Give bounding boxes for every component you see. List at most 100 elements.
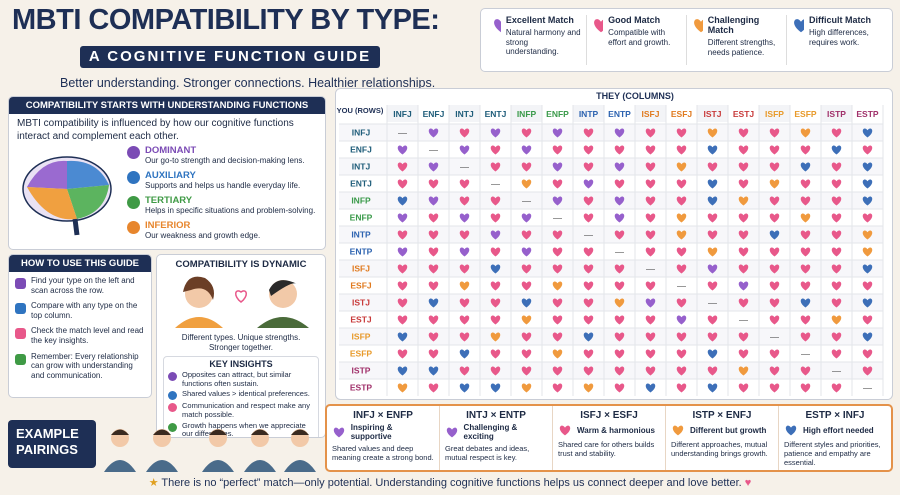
example-cards: INFJ × ENFP Inspiring & supportive Shared … xyxy=(325,404,893,472)
match-heart xyxy=(428,332,439,342)
step-icon xyxy=(15,328,26,340)
function-icon xyxy=(127,171,140,184)
pairing-tagline: High effort needed xyxy=(803,425,874,435)
pairing-text: Great debates and ideas, mutual respect … xyxy=(445,444,530,462)
match-heart xyxy=(645,366,656,376)
match-heart xyxy=(583,298,594,308)
row-header: ESTP xyxy=(350,383,373,393)
heart-icon xyxy=(446,427,458,438)
heart-icon xyxy=(559,425,571,436)
match-heart xyxy=(459,128,470,138)
match-heart xyxy=(738,128,749,138)
match-heart xyxy=(521,281,532,291)
pairing-card: ISFJ × ESFJ Warm & harmonious Shared care … xyxy=(552,406,665,470)
pairing-heart xyxy=(446,427,458,438)
row-bg xyxy=(339,226,883,243)
match-heart xyxy=(583,366,594,376)
legend-label: Difficult Match xyxy=(809,15,871,25)
match-heart xyxy=(769,247,780,257)
match-heart xyxy=(738,196,749,206)
pairing-head: Challenging & exciting xyxy=(445,423,547,441)
match-heart xyxy=(738,349,749,359)
match-heart xyxy=(614,383,625,393)
match-heart xyxy=(862,264,873,274)
intro: MBTI compatibility is influenced by how … xyxy=(17,118,294,142)
diagonal-dash: — xyxy=(584,230,593,240)
match-heart xyxy=(676,247,687,257)
match-heart xyxy=(862,213,873,223)
function-text: INFERIOR Our weakness and growth edge. xyxy=(145,220,260,241)
match-heart xyxy=(490,145,501,155)
match-heart xyxy=(397,332,408,342)
function-text: DOMINANT Our go-to strength and decision-… xyxy=(145,145,305,166)
legend-heart xyxy=(794,19,804,33)
match-heart xyxy=(738,366,749,376)
step-text: Compare with any type on the top column. xyxy=(31,301,138,320)
match-heart xyxy=(490,162,501,172)
row-bg xyxy=(339,260,883,277)
column-header: ENTP xyxy=(608,109,631,119)
match-heart xyxy=(676,162,687,172)
match-heart xyxy=(614,145,625,155)
match-heart xyxy=(614,332,625,342)
insight: Shared values > identical preferences. xyxy=(168,390,314,401)
insight-text: Opposites can attract, but similar funct… xyxy=(182,370,292,388)
subtitle: A COGNITIVE FUNCTION GUIDE xyxy=(80,46,380,68)
column-header-bg xyxy=(635,105,666,122)
heart-icon xyxy=(333,427,345,438)
row-bg xyxy=(339,311,883,328)
match-heart xyxy=(769,281,780,291)
match-heart xyxy=(862,179,873,189)
match-heart xyxy=(831,383,842,393)
pairing-heart xyxy=(333,427,345,438)
column-header: ISFJ xyxy=(642,109,660,119)
match-heart xyxy=(831,145,842,155)
match-heart xyxy=(583,213,594,223)
match-heart xyxy=(738,179,749,189)
match-heart xyxy=(676,332,687,342)
match-heart xyxy=(428,128,439,138)
match-heart xyxy=(800,315,811,325)
column-header-bg xyxy=(728,105,759,122)
row-header: ISFP xyxy=(352,332,371,342)
match-heart xyxy=(769,383,780,393)
match-heart xyxy=(490,315,501,325)
diagonal-dash: — xyxy=(460,162,469,172)
dynamic-title: COMPATIBILITY IS DYNAMIC xyxy=(175,259,307,270)
diagonal-dash: — xyxy=(429,145,438,155)
match-heart xyxy=(490,281,501,291)
row-header: ENTJ xyxy=(350,179,372,189)
function-desc: Helps in specific situations and problem… xyxy=(145,206,316,215)
insight: Communication and respect make any match… xyxy=(168,402,314,419)
dynamic-panel: COMPATIBILITY IS DYNAMIC Different types… xyxy=(156,254,326,438)
match-heart xyxy=(552,128,563,138)
match-heart xyxy=(583,128,594,138)
match-heart xyxy=(707,230,718,240)
function-name: AUXILIARY xyxy=(145,170,196,181)
function-name: TERTIARY xyxy=(145,195,193,206)
match-heart xyxy=(769,128,780,138)
guide-step: Compare with any type on the top column. xyxy=(15,301,145,320)
column-header-bg xyxy=(387,105,418,122)
match-heart xyxy=(490,264,501,274)
match-heart xyxy=(552,145,563,155)
match-heart xyxy=(707,179,718,189)
legend-item: Difficult Match High differences, require… xyxy=(786,15,886,65)
match-heart xyxy=(614,298,625,308)
match-heart xyxy=(769,196,780,206)
match-heart xyxy=(645,298,656,308)
match-heart xyxy=(490,196,501,206)
couple-illustration xyxy=(175,276,309,328)
pairing-head: Different but growth xyxy=(671,423,773,437)
legend: Excellent Match Natural harmony and stron… xyxy=(480,8,893,72)
column-header: ISTJ xyxy=(704,109,722,119)
match-heart xyxy=(614,196,625,206)
match-heart xyxy=(490,128,501,138)
match-heart xyxy=(490,366,501,376)
match-heart xyxy=(862,128,873,138)
match-heart xyxy=(831,179,842,189)
match-heart xyxy=(738,298,749,308)
insight-icon xyxy=(168,403,177,413)
pairing-card: INFJ × ENFP Inspiring & supportive Shared … xyxy=(327,406,439,470)
match-heart xyxy=(707,349,718,359)
